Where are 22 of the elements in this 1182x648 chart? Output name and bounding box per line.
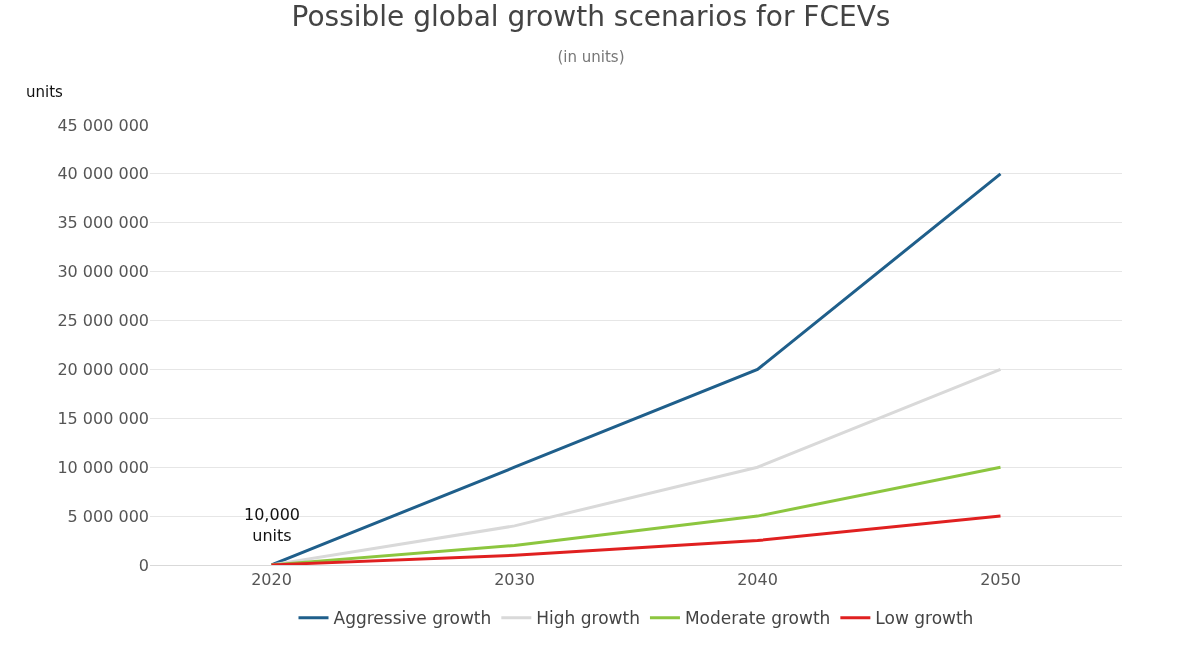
y-tick-label: 30 000 000 — [57, 262, 149, 282]
legend-label: Moderate growth — [684, 608, 831, 629]
y-tick-label: 35 000 000 — [57, 213, 149, 233]
x-tick-label: 2020 — [251, 570, 292, 590]
y-tick-label: 15 000 000 — [57, 408, 149, 428]
x-tick-label: 2050 — [980, 570, 1021, 590]
y-tick-label: 45 000 000 — [57, 115, 149, 135]
y-tick-label: 40 000 000 — [57, 164, 149, 184]
y-tick-label: 5 000 000 — [67, 506, 149, 526]
legend-label: High growth — [536, 608, 640, 629]
chart-subtitle: (in units) — [557, 48, 625, 67]
y-tick-label: 25 000 000 — [57, 311, 149, 331]
x-tick-label: 2040 — [737, 570, 778, 590]
y-axis-title: units — [26, 83, 64, 101]
legend-label: Aggressive growth — [333, 608, 492, 629]
legend-label: Low growth — [875, 608, 974, 629]
annotation: 10,000 units — [244, 505, 300, 545]
y-tick-label: 0 — [138, 555, 149, 575]
x-tick-label: 2030 — [494, 570, 535, 590]
y-tick-label: 20 000 000 — [57, 360, 149, 380]
chart-title: Possible global growth scenarios for FCEVs — [291, 0, 891, 33]
y-tick-label: 10 000 000 — [57, 457, 149, 477]
